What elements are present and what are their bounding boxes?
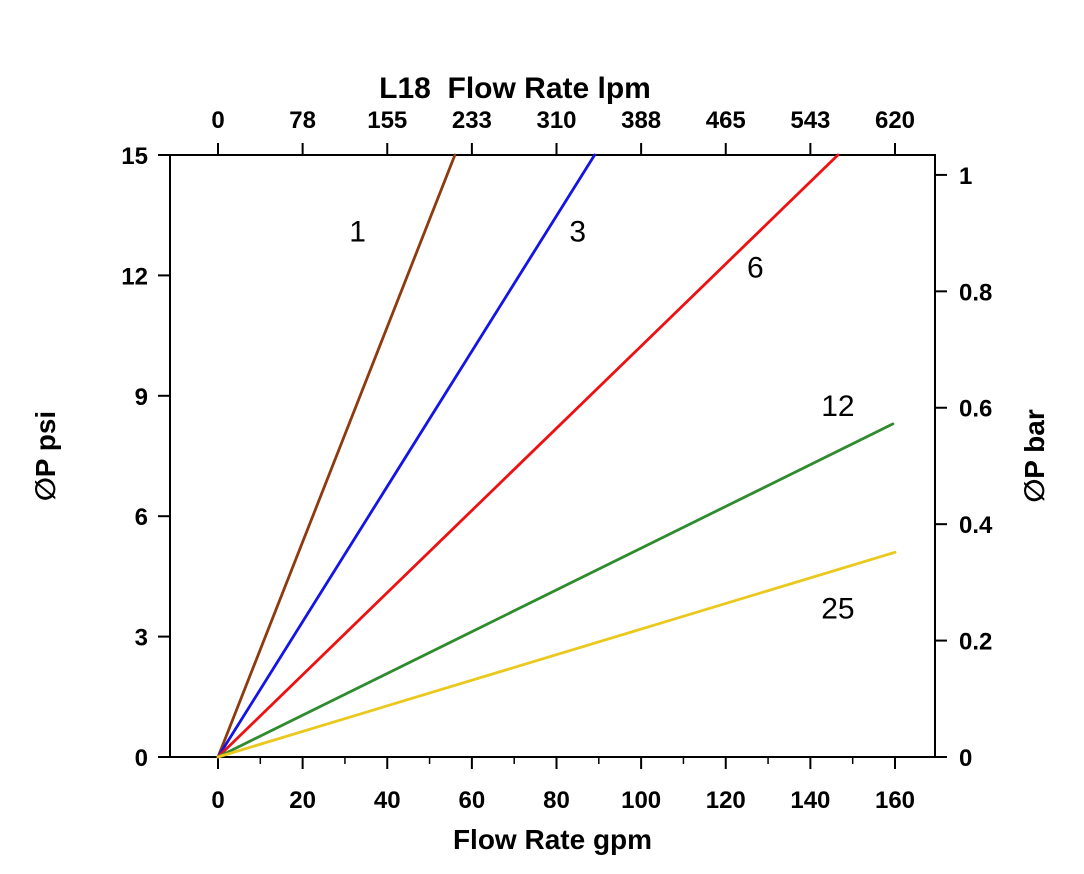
right-axis-tick-label: 1 bbox=[959, 163, 972, 190]
x-axis-tick-label: 160 bbox=[875, 787, 915, 814]
right-axis-tick-label: 0.8 bbox=[959, 279, 992, 306]
top-axis-tick-label: 310 bbox=[536, 107, 576, 134]
y-axis-tick-label: 12 bbox=[121, 263, 148, 290]
y-axis-tick-label: 3 bbox=[135, 625, 148, 652]
series-label-12: 12 bbox=[821, 390, 854, 423]
top-axis-tick-label: 0 bbox=[211, 107, 224, 134]
x-axis-tick-label: 0 bbox=[211, 787, 224, 814]
chart-title: L18 Flow Rate lpm bbox=[379, 72, 651, 105]
y-axis-tick-label: 6 bbox=[135, 504, 148, 531]
x-axis-title: Flow Rate gpm bbox=[453, 824, 652, 855]
x-axis-tick-label: 40 bbox=[374, 787, 401, 814]
series-line-6 bbox=[216, 153, 840, 759]
x-axis-tick-label: 60 bbox=[459, 787, 486, 814]
top-axis-tick-label: 233 bbox=[452, 107, 492, 134]
x-axis-tick-label: 120 bbox=[706, 787, 746, 814]
series-label-25: 25 bbox=[821, 593, 854, 626]
series-line-25 bbox=[216, 550, 897, 759]
right-axis-title: ∅P bar bbox=[1019, 409, 1050, 503]
series-label-1: 1 bbox=[349, 215, 366, 248]
right-axis-tick-label: 0.2 bbox=[959, 629, 992, 656]
series-line-3 bbox=[216, 153, 596, 759]
right-axis-tick-label: 0 bbox=[959, 745, 972, 772]
y-axis-title: ∅P psi bbox=[30, 411, 61, 501]
x-axis-tick-label: 20 bbox=[289, 787, 316, 814]
series-line-1 bbox=[216, 153, 457, 759]
x-axis-tick-label: 80 bbox=[543, 787, 570, 814]
y-axis-tick-label: 15 bbox=[121, 143, 148, 170]
top-axis-tick-label: 620 bbox=[875, 107, 915, 134]
series-line-12 bbox=[216, 422, 895, 759]
series-label-6: 6 bbox=[747, 251, 764, 284]
y-axis-tick-label: 9 bbox=[135, 384, 148, 411]
right-axis-tick-label: 0.6 bbox=[959, 396, 992, 423]
top-axis-tick-label: 155 bbox=[367, 107, 407, 134]
series-label-3: 3 bbox=[569, 215, 586, 248]
top-axis-tick-label: 465 bbox=[706, 107, 746, 134]
top-axis-tick-label: 543 bbox=[790, 107, 830, 134]
x-axis-tick-label: 100 bbox=[621, 787, 661, 814]
plot-frame bbox=[169, 154, 936, 758]
right-axis-tick-label: 0.4 bbox=[959, 512, 993, 539]
x-axis-tick-label: 140 bbox=[790, 787, 830, 814]
top-axis-tick-label: 78 bbox=[289, 107, 316, 134]
top-axis-tick-label: 388 bbox=[621, 107, 661, 134]
y-axis-tick-label: 0 bbox=[135, 745, 148, 772]
